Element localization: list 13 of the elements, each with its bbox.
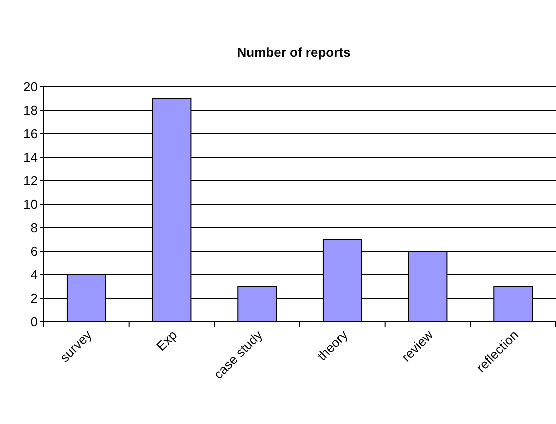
y-tick-label: 10 — [24, 197, 38, 212]
y-tick-label: 18 — [24, 103, 38, 118]
y-tick-label: 8 — [30, 220, 38, 236]
y-tick-label: 0 — [30, 314, 38, 330]
y-tick-label: 4 — [30, 268, 38, 283]
y-tick-label: 12 — [24, 174, 38, 189]
y-tick-label: 14 — [24, 150, 38, 166]
chart-title: Number of reports — [237, 45, 351, 60]
y-tick-label: 16 — [24, 126, 38, 142]
y-tick-label: 20 — [24, 80, 38, 95]
y-tick-label: 6 — [30, 244, 38, 260]
y-tick-label: 2 — [30, 291, 38, 306]
x-tick-label: Exp — [154, 328, 180, 354]
